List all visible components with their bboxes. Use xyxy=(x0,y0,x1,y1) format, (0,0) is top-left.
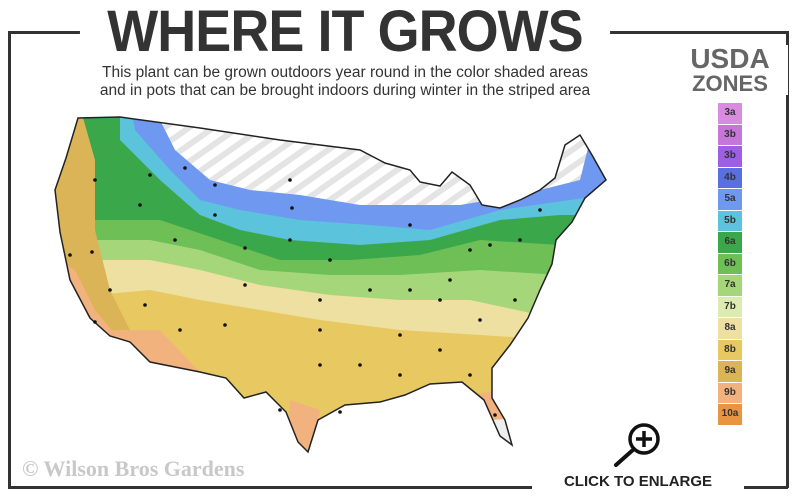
city-dot xyxy=(93,178,97,182)
legend-zone-5a: 5a xyxy=(718,189,742,210)
legend-zone-7b: 7b xyxy=(718,296,742,317)
city-dot xyxy=(183,166,187,170)
magnifier-plus-icon xyxy=(614,423,660,467)
city-dot xyxy=(398,373,402,377)
city-dot xyxy=(173,238,177,242)
frame-right xyxy=(786,31,789,488)
subtitle: This plant can be grown outdoors year ro… xyxy=(50,64,640,100)
city-dot xyxy=(488,243,492,247)
frame-bottom xyxy=(8,486,788,489)
city-dot xyxy=(318,363,322,367)
legend-zone-5b: 5b xyxy=(718,210,742,231)
city-dot xyxy=(398,333,402,337)
city-dot xyxy=(408,223,412,227)
enlarge-button[interactable]: CLICK TO ENLARGE xyxy=(532,423,744,500)
city-dot xyxy=(290,206,294,210)
city-dot xyxy=(90,250,94,254)
legend-zone-9b: 9b xyxy=(718,382,742,403)
city-dot xyxy=(108,288,112,292)
legend-zone-6b: 6b xyxy=(718,253,742,274)
city-dot xyxy=(448,278,452,282)
city-dot xyxy=(328,258,332,262)
legend-title-line-2: ZONES xyxy=(692,71,768,96)
city-dot xyxy=(478,318,482,322)
city-dot xyxy=(143,303,147,307)
city-dot xyxy=(288,178,292,182)
zone-bands xyxy=(55,117,606,452)
city-dot xyxy=(513,298,517,302)
city-dot xyxy=(493,413,497,417)
city-dot xyxy=(138,203,142,207)
page-title: WHERE IT GROWS xyxy=(79,0,611,64)
city-dot xyxy=(213,183,217,187)
city-dot xyxy=(538,208,542,212)
city-dots xyxy=(68,166,542,417)
city-dot xyxy=(178,328,182,332)
city-dot xyxy=(223,323,227,327)
legend-zone-7a: 7a xyxy=(718,275,742,296)
legend-zone-4b: 4b xyxy=(718,167,742,188)
city-dot xyxy=(288,238,292,242)
zone-legend: 3a3b3b4b5a5b6a6b7a7b8a8b9a9b10a10b xyxy=(718,103,742,447)
city-dot xyxy=(318,298,322,302)
city-dot xyxy=(358,363,362,367)
city-dot xyxy=(318,328,322,332)
city-dot xyxy=(518,238,522,242)
city-dot xyxy=(213,213,217,217)
legend-zone-10a: 10a xyxy=(718,404,742,425)
city-dot xyxy=(148,173,152,177)
city-dot xyxy=(468,248,472,252)
city-dot xyxy=(368,288,372,292)
subtitle-line-2: and in pots that can be brought indoors … xyxy=(99,82,591,99)
legend-title-line-1: USDA xyxy=(690,43,770,74)
legend-zone-9a: 9a xyxy=(718,361,742,382)
city-dot xyxy=(408,288,412,292)
city-dot xyxy=(68,253,72,257)
copyright-watermark: © Wilson Bros Gardens xyxy=(22,456,245,481)
legend-zone-3b: 3b xyxy=(718,146,742,167)
city-dot xyxy=(338,410,342,414)
legend-title: USDA ZONES xyxy=(672,45,788,95)
legend-zone-8a: 8a xyxy=(718,318,742,339)
subtitle-line-1: This plant can be grown outdoors year ro… xyxy=(102,64,588,81)
legend-zone-3b: 3b xyxy=(718,124,742,145)
enlarge-label: CLICK TO ENLARGE xyxy=(563,473,713,490)
city-dot xyxy=(438,348,442,352)
city-dot xyxy=(243,246,247,250)
frame-left xyxy=(8,31,11,486)
city-dot xyxy=(93,320,97,324)
city-dot xyxy=(468,373,472,377)
city-dot xyxy=(438,298,442,302)
legend-zone-3a: 3a xyxy=(718,103,742,124)
city-dot xyxy=(243,283,247,287)
legend-zone-8b: 8b xyxy=(718,339,742,360)
city-dot xyxy=(278,408,282,412)
legend-zone-6a: 6a xyxy=(718,232,742,253)
